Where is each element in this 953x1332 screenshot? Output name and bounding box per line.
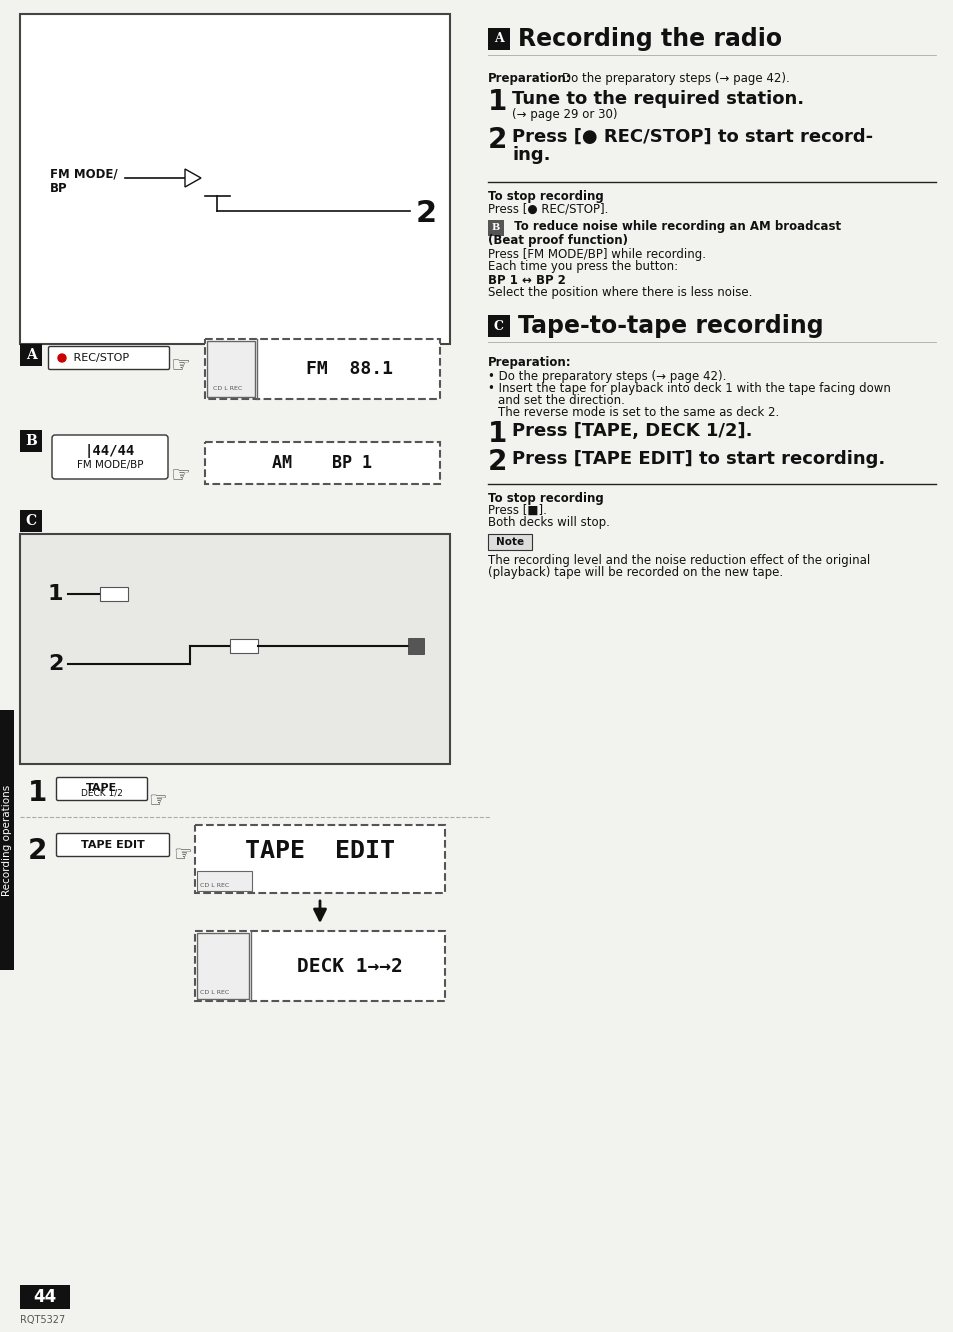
Text: 2: 2 [488,127,507,155]
Text: TAPE EDIT: TAPE EDIT [81,840,145,850]
Bar [194,931,444,1002]
Text: FM MODE/: FM MODE/ [50,168,117,181]
Bar [20,15,450,344]
FancyBboxPatch shape [49,346,170,369]
Text: DECK 1/2: DECK 1/2 [81,789,123,798]
Text: Each time you press the button:: Each time you press the button: [488,260,678,273]
Text: Press [TAPE EDIT] to start recording.: Press [TAPE EDIT] to start recording. [512,450,884,468]
Text: Do the preparatory steps (→ page 42).: Do the preparatory steps (→ page 42). [561,72,789,85]
Text: FM MODE/BP: FM MODE/BP [76,460,143,470]
Bar [488,28,510,51]
Text: TAPE: TAPE [87,783,117,793]
Text: 2: 2 [48,654,63,674]
Text: and set the direction.: and set the direction. [497,394,624,408]
Text: BP: BP [50,181,68,194]
Bar [100,587,128,601]
Text: Tape-to-tape recording: Tape-to-tape recording [517,314,822,338]
Text: B: B [492,224,499,233]
Text: Recording the radio: Recording the radio [517,27,781,51]
Text: (playback) tape will be recorded on the new tape.: (playback) tape will be recorded on the … [488,566,782,579]
Text: • Insert the tape for playback into deck 1 with the tape facing down: • Insert the tape for playback into deck… [488,382,890,396]
Text: 1: 1 [488,88,507,116]
Text: C: C [494,320,503,333]
Text: CD L REC: CD L REC [200,883,229,888]
FancyBboxPatch shape [56,778,148,801]
Text: To stop recording: To stop recording [488,190,603,202]
Text: (Beat proof function): (Beat proof function) [488,234,627,246]
Text: Both decks will stop.: Both decks will stop. [488,515,609,529]
Bar [20,1285,70,1309]
Text: To reduce noise while recording an AM broadcast: To reduce noise while recording an AM br… [510,220,841,233]
Bar [488,314,510,337]
Bar [196,932,249,999]
Bar [0,710,14,970]
Text: BP 1 ↔ BP 2: BP 1 ↔ BP 2 [488,274,565,286]
Text: RQT5327: RQT5327 [20,1315,65,1325]
Bar [194,825,444,892]
Text: Select the position where there is less noise.: Select the position where there is less … [488,286,752,298]
Text: AM    BP 1: AM BP 1 [273,454,372,472]
Text: 2: 2 [488,448,507,476]
Text: Press [● REC/STOP].: Press [● REC/STOP]. [488,202,608,216]
Text: 2: 2 [416,200,436,229]
Text: A: A [26,348,36,362]
Text: Press [TAPE, DECK 1/2].: Press [TAPE, DECK 1/2]. [512,422,752,440]
Text: ☞: ☞ [149,791,167,811]
Text: DECK 1→→2: DECK 1→→2 [296,956,402,975]
Text: 44: 44 [33,1288,56,1305]
Text: CD L REC: CD L REC [213,386,242,392]
Bar [488,220,503,236]
Text: |44/44: |44/44 [85,444,135,458]
Text: B: B [25,434,37,448]
Text: 1: 1 [48,583,64,603]
Bar [488,534,532,550]
Text: Preparation:: Preparation: [488,356,571,369]
Text: CD L REC: CD L REC [200,990,229,995]
Text: Press [● REC/STOP] to start record-: Press [● REC/STOP] to start record- [512,128,872,147]
Text: Tune to the required station.: Tune to the required station. [512,91,803,108]
Text: 1: 1 [488,420,507,448]
Text: TAPE  EDIT: TAPE EDIT [245,839,395,863]
Polygon shape [185,169,201,186]
Text: • Do the preparatory steps (→ page 42).: • Do the preparatory steps (→ page 42). [488,370,725,384]
Text: To stop recording: To stop recording [488,492,603,505]
Bar [20,430,42,452]
Text: Press [■].: Press [■]. [488,503,546,517]
Text: FM  88.1: FM 88.1 [306,360,393,378]
Text: 1: 1 [28,779,48,807]
Text: Press [FM MODE/BP] while recording.: Press [FM MODE/BP] while recording. [488,248,705,261]
Text: C: C [26,514,36,527]
Text: REC/STOP: REC/STOP [70,353,129,364]
Text: 2: 2 [28,836,48,864]
Text: Note: Note [496,537,523,547]
Bar [205,340,439,400]
FancyBboxPatch shape [56,834,170,856]
Bar [20,510,42,531]
Bar [20,344,42,366]
Text: ing.: ing. [512,147,550,164]
Text: The recording level and the noise reduction effect of the original: The recording level and the noise reduct… [488,554,869,567]
Circle shape [58,354,66,362]
Bar [207,341,254,397]
Text: Preparation:: Preparation: [488,72,571,85]
Text: The reverse mode is set to the same as deck 2.: The reverse mode is set to the same as d… [497,406,779,420]
Bar [408,638,423,654]
Text: ☞: ☞ [170,356,190,376]
FancyBboxPatch shape [52,436,168,480]
Text: (→ page 29 or 30): (→ page 29 or 30) [512,108,617,121]
Text: A: A [494,32,503,45]
Bar [196,871,252,891]
Bar [20,534,450,765]
Text: ☞: ☞ [170,466,190,486]
Text: ☞: ☞ [173,844,193,864]
Bar [230,639,257,653]
Text: Recording operations: Recording operations [2,785,12,895]
Bar [205,442,439,484]
